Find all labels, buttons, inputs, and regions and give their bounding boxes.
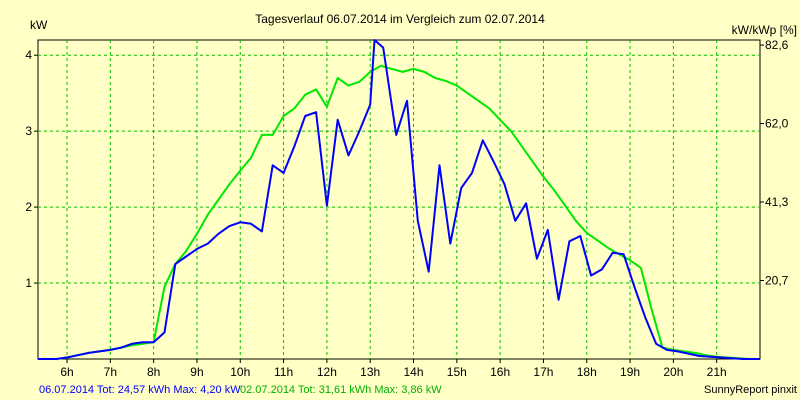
x-tick-label: 15h — [447, 365, 467, 379]
series-line-06.07.2014 — [38, 39, 760, 360]
x-tick-label: 18h — [577, 365, 597, 379]
x-tick-label: 7h — [104, 365, 117, 379]
x-tick-label: 13h — [360, 365, 380, 379]
y-axis-label-left: kW — [30, 18, 48, 32]
x-tick-label: 17h — [533, 365, 553, 379]
y-tick-label-right: 41,3 — [765, 195, 789, 209]
x-tick-label: 9h — [190, 365, 203, 379]
y-tick-label-right: 82,6 — [765, 38, 789, 52]
grid — [38, 40, 760, 359]
y-tick-label-left: 1 — [25, 276, 32, 290]
y-tick-label-left: 2 — [25, 200, 32, 214]
series-layer — [38, 39, 760, 360]
x-tick-label: 8h — [147, 365, 160, 379]
x-tick-label: 19h — [620, 365, 640, 379]
x-tick-label: 16h — [490, 365, 510, 379]
y-tick-label-left: 4 — [25, 48, 32, 62]
series-line-02.07.2014 — [38, 64, 760, 360]
x-tick-label: 21h — [707, 365, 727, 379]
x-tick-label: 11h — [274, 365, 293, 379]
footer-series-1: 06.07.2014 Tot: 24,57 kWh Max: 4,20 kW — [39, 384, 241, 396]
x-tick-label: 6h — [60, 365, 73, 379]
plot-area — [37, 39, 761, 360]
x-tick-label: 14h — [403, 365, 423, 379]
x-tick-label: 20h — [663, 365, 683, 379]
footer-series-2: 02.07.2014 Tot: 31,61 kWh Max: 3,86 kW — [240, 384, 442, 396]
ticks: 6h 7h 8h 9h 10h 11h 12h 13h 14h 15h 16h 17h 18h 19h 20… — [25, 38, 788, 379]
y-tick-label-left: 3 — [25, 124, 32, 138]
y-tick-label-right: 62,0 — [765, 117, 789, 131]
y-tick-label-right: 20,7 — [765, 274, 789, 288]
x-tick-label: 12h — [317, 365, 337, 379]
y-axis-label-right: kW/kWp [%] — [732, 23, 797, 37]
x-tick-label: 10h — [230, 365, 250, 379]
chart-title: Tagesverlauf 06.07.2014 im Vergleich zum… — [255, 12, 545, 26]
footer-credit: SunnyReport pinxit — [704, 384, 797, 396]
